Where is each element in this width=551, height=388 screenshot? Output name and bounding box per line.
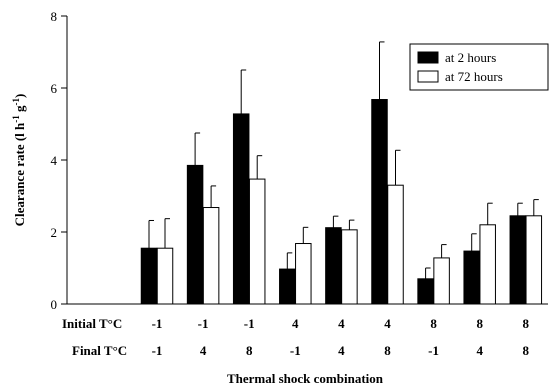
bar-72h	[248, 178, 266, 305]
final-temp-label: 4	[200, 343, 207, 358]
initial-temp-label: 4	[384, 316, 391, 331]
legend-swatch-2-hours	[417, 51, 439, 64]
bar-2h	[186, 164, 204, 305]
final-temp-label: 8	[523, 343, 530, 358]
initial-temp-row-label: Initial T°C	[62, 316, 122, 331]
initial-temp-label: -1	[244, 316, 255, 331]
final-temp-label: -1	[290, 343, 301, 358]
final-temp-label: -1	[428, 343, 439, 358]
bar-2h	[417, 278, 434, 305]
initial-temp-label: -1	[152, 316, 163, 331]
bar-2h	[325, 227, 342, 305]
legend: at 2 hours at 72 hours	[409, 43, 549, 91]
bar-2h	[371, 99, 388, 305]
bar-72h	[387, 184, 404, 305]
legend-label-2-hours: at 2 hours	[445, 50, 496, 65]
y-tick-label: 0	[51, 297, 58, 312]
final-temp-label: 8	[384, 343, 391, 358]
bar-72h	[156, 247, 174, 305]
final-temp-label: 4	[476, 343, 483, 358]
y-ticks: 0 2 4 6 8	[51, 9, 67, 312]
y-tick-label: 4	[51, 153, 58, 168]
bar-72h	[295, 243, 312, 305]
bar-72h	[479, 224, 496, 305]
bar-72h	[341, 229, 358, 305]
bar-2h	[140, 247, 158, 305]
bar-2h	[279, 268, 296, 305]
y-axis-title: Clearance rate (l h-1 g-1)	[11, 94, 27, 227]
bar-2h	[463, 250, 480, 305]
initial-temp-label: -1	[198, 316, 209, 331]
bar-2h	[509, 215, 527, 305]
bars	[140, 41, 543, 305]
final-temp-label: 4	[338, 343, 345, 358]
x-category-labels: Initial T°C Final T°C -1 -1 -1 4 -1 8 4 -1 4 4 4 8 8…	[62, 316, 530, 358]
bar-72h	[525, 215, 543, 305]
final-temp-row-label: Final T°C	[72, 343, 127, 358]
y-tick-label: 8	[51, 9, 58, 24]
initial-temp-label: 4	[338, 316, 345, 331]
final-temp-label: 8	[246, 343, 253, 358]
y-tick-label: 2	[51, 225, 58, 240]
y-tick-label: 6	[51, 81, 58, 96]
bar-72h	[202, 207, 220, 305]
bar-2h	[232, 113, 250, 305]
legend-label-72-hours: at 72 hours	[445, 69, 503, 84]
initial-temp-label: 4	[292, 316, 299, 331]
x-axis-title: Thermal shock combination	[227, 371, 384, 386]
final-temp-label: -1	[152, 343, 163, 358]
initial-temp-label: 8	[476, 316, 483, 331]
initial-temp-label: 8	[430, 316, 437, 331]
legend-swatch-72-hours	[417, 70, 439, 83]
initial-temp-label: 8	[523, 316, 530, 331]
bar-72h	[433, 257, 450, 305]
